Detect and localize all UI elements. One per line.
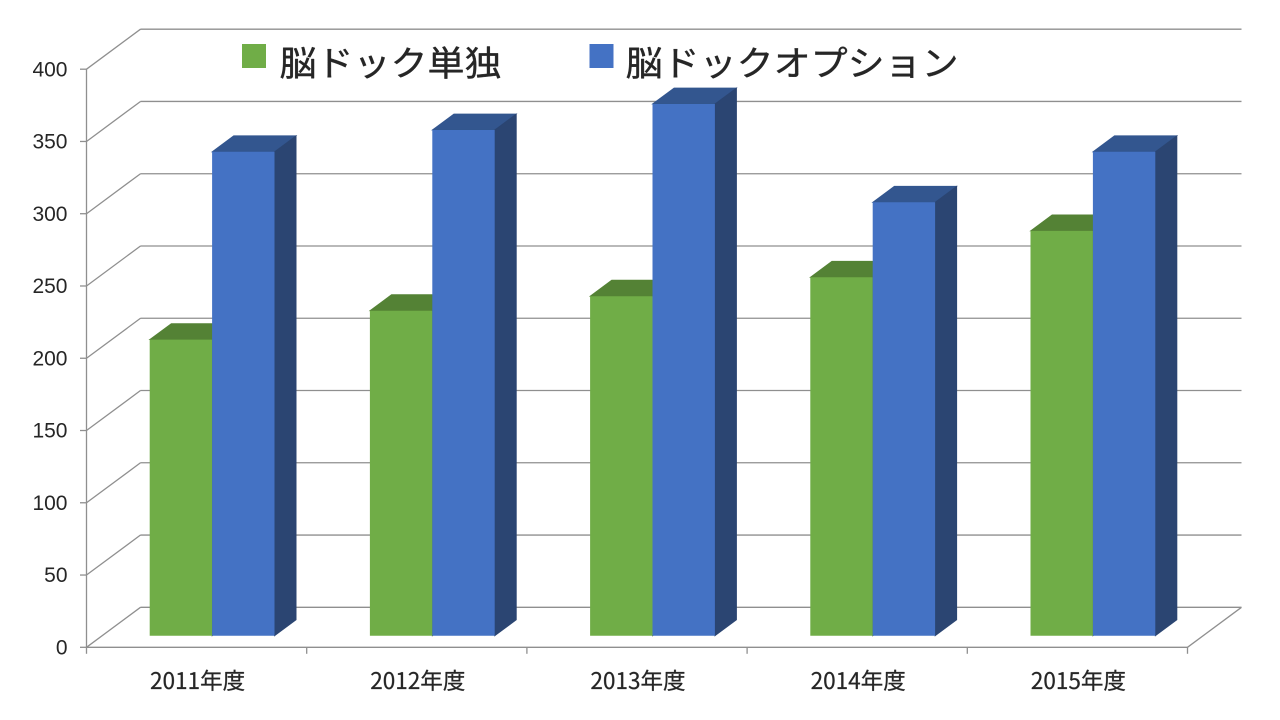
svg-text:150: 150 bbox=[32, 420, 67, 443]
svg-text:350: 350 bbox=[32, 131, 67, 154]
svg-text:250: 250 bbox=[32, 275, 67, 298]
svg-text:200: 200 bbox=[32, 347, 67, 370]
svg-text:300: 300 bbox=[32, 203, 67, 226]
svg-text:100: 100 bbox=[32, 492, 67, 515]
svg-text:0: 0 bbox=[56, 637, 68, 660]
svg-text:50: 50 bbox=[44, 564, 67, 587]
svg-text:400: 400 bbox=[32, 58, 67, 81]
